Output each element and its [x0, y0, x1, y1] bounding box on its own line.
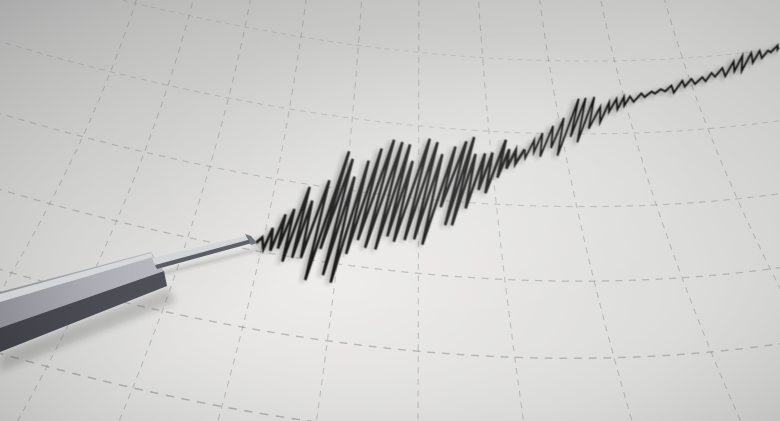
vignette-layer — [0, 0, 780, 421]
seismograph-scene — [0, 0, 780, 421]
seismograph-svg — [0, 0, 780, 421]
vignette-overlay — [0, 0, 780, 421]
